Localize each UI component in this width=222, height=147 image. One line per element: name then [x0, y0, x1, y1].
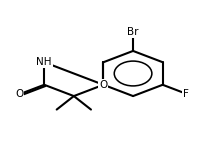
Text: F: F	[183, 89, 189, 99]
Text: O: O	[99, 80, 108, 90]
Text: O: O	[15, 89, 23, 99]
Text: NH: NH	[36, 57, 52, 67]
Text: Br: Br	[127, 27, 139, 37]
